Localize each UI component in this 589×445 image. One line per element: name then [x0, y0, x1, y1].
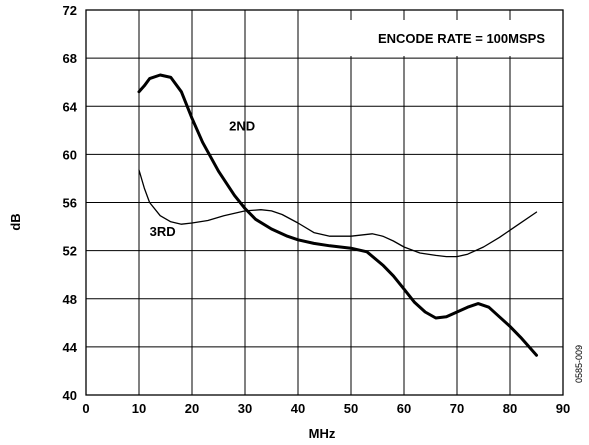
y-tick-label: 40 [63, 388, 77, 403]
y-tick-label: 56 [63, 196, 77, 211]
annotation-box [318, 20, 554, 56]
series-line-3rd [138, 169, 538, 258]
figure-id: 0585-009 [574, 345, 584, 383]
x-tick-label: 60 [397, 401, 411, 416]
x-axis-title: MHz [309, 426, 336, 441]
x-tick-label: 90 [556, 401, 570, 416]
y-tick-label: 44 [63, 340, 78, 355]
plot-frame [85, 9, 564, 396]
x-tick-label: 80 [503, 401, 517, 416]
series-label-2nd: 2ND [229, 118, 255, 133]
series-label-3rd: 3RD [150, 224, 176, 239]
y-tick-label: 60 [63, 147, 77, 162]
x-tick-label: 30 [238, 401, 252, 416]
y-tick-label: 72 [63, 3, 77, 18]
x-tick-label: 10 [132, 401, 146, 416]
x-tick-label: 40 [291, 401, 305, 416]
y-tick-label: 68 [63, 51, 77, 66]
y-tick-label: 64 [63, 99, 78, 114]
y-ticks: 40 44 48 52 56 60 64 68 72 [63, 3, 78, 403]
x-tick-label: 20 [185, 401, 199, 416]
y-tick-label: 48 [63, 292, 77, 307]
series-line-2nd [137, 73, 538, 357]
series-lines [137, 73, 538, 357]
series-labels: 2ND 3RD [150, 118, 256, 239]
x-ticks: 0 10 20 30 40 50 60 70 80 90 [82, 401, 570, 416]
x-tick-label: 70 [450, 401, 464, 416]
grid [86, 10, 563, 395]
x-tick-label: 0 [82, 401, 89, 416]
y-tick-label: 52 [63, 244, 77, 259]
y-axis-title: dB [8, 213, 23, 230]
x-tick-label: 50 [344, 401, 358, 416]
encode-rate-annotation: ENCODE RATE = 100MSPS [378, 31, 545, 46]
